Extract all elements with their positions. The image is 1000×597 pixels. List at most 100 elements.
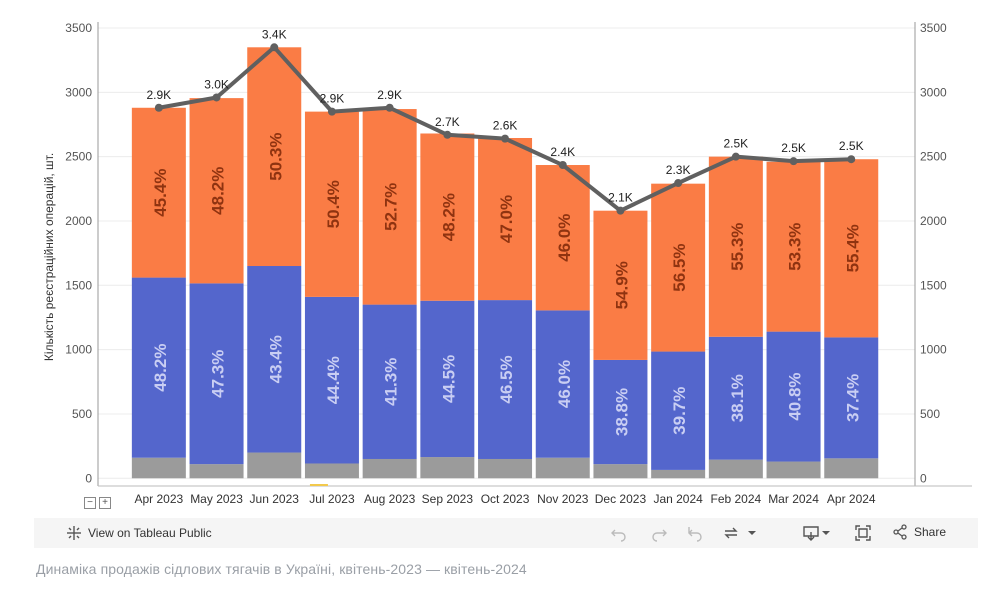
total-point [443,130,452,139]
bar-segment-blue [766,331,821,462]
redo-icon[interactable] [650,524,668,542]
total-label: 2.9K [377,88,402,102]
total-point [731,152,740,161]
view-on-tableau-link[interactable]: View on Tableau Public [66,525,212,541]
blue-percent-label: 38.8% [612,388,631,436]
blue-percent-label: 43.4% [266,335,285,383]
blue-percent-label: 46.5% [497,355,516,403]
bar-segment-gray [420,457,475,479]
y-tick-label-right: 2500 [920,150,947,164]
chevron-down-icon[interactable] [746,524,758,542]
bar-segment-blue [131,277,186,458]
total-label: 2.1K [608,191,633,205]
orange-percent-label: 47.0% [497,195,516,243]
bar-segment-orange [708,156,763,337]
blue-percent-label: 48.2% [151,344,170,392]
bar-segment-orange [478,137,533,301]
bar-segment-gray [766,461,821,479]
bar-segment-orange [304,111,359,297]
y-tick-label-right: 2000 [920,214,947,228]
bar-segment-gray [593,464,648,479]
chart: 0 0 500 500 1000 1000 1500 1500 2000 2000 2500 2500… [42,21,972,506]
y-tick-label-right: 3000 [920,85,947,99]
bar-segment-blue [708,336,763,460]
total-point [847,155,856,164]
bar-segment-orange [420,133,475,301]
orange-percent-label: 55.4% [843,224,862,272]
bar-segment-gray [247,452,302,479]
expand-axis-button[interactable]: + [99,497,111,509]
orange-percent-label: 50.4% [324,180,343,228]
y-tick-label-right: 3500 [920,21,947,35]
blue-percent-label: 38.1% [728,374,747,422]
refresh-icon[interactable] [722,524,740,542]
bar-segment-blue [247,266,302,453]
total-point [154,103,163,112]
total-point [674,179,683,188]
total-point [270,43,279,52]
total-point [385,103,394,112]
total-label: 3.0K [204,77,229,91]
bar-segment-orange [535,165,590,311]
blue-percent-label: 44.4% [324,356,343,404]
total-point [789,157,798,166]
y-tick-label-left: 1000 [65,343,92,357]
x-tick-label: Jul 2023 [309,492,355,506]
bar-segment-orange [189,98,244,284]
y-tick-label-right: 500 [920,407,940,421]
y-tick-label-left: 500 [72,407,92,421]
total-point [616,206,625,215]
bar-segment-orange [766,161,821,332]
orange-percent-label: 54.9% [612,261,631,309]
share-button[interactable]: Share [892,524,946,540]
view-on-tableau-label: View on Tableau Public [88,526,212,540]
fullscreen-icon[interactable] [854,524,872,542]
x-tick-label: Sep 2023 [422,492,474,506]
bar-segment-blue [593,359,648,465]
bar-segment-orange [362,109,417,305]
total-point [327,107,336,116]
blue-percent-label: 47.3% [209,350,228,398]
x-tick-label: Apr 2023 [134,492,183,506]
y-tick-label-right: 0 [920,471,927,485]
bar-segment-blue [478,300,533,459]
total-label: 2.5K [724,137,749,151]
tableau-toolbar: View on Tableau Public Share [34,518,978,548]
total-label: 2.5K [839,139,864,153]
undo-icon[interactable] [610,524,628,542]
y-tick-label-left: 1500 [65,278,92,292]
bar-segment-gray [708,459,763,479]
share-label: Share [914,525,947,539]
bar-segment-blue [824,337,879,459]
y-axis-title: Кількість реєстраційних операцій, шт. [42,153,56,361]
bar-segment-blue [362,304,417,459]
blue-percent-label: 39.7% [670,387,689,435]
bar-segment-orange [593,210,648,360]
blue-percent-label: 37.4% [843,374,862,422]
y-tick-label-left: 3000 [65,85,92,99]
orange-percent-label: 56.5% [670,244,689,292]
orange-percent-label: 45.4% [151,169,170,217]
share-icon [893,524,907,540]
revert-icon[interactable] [686,524,704,542]
total-label: 2.5K [781,141,806,155]
download-icon[interactable] [802,524,820,542]
chevron-down-icon[interactable] [820,524,832,542]
total-label: 2.9K [320,92,345,106]
y-tick-label-right: 1000 [920,343,947,357]
bar-segment-orange [131,107,186,278]
bar-segment-gray [478,458,533,479]
x-tick-label: Jun 2023 [250,492,300,506]
y-tick-label-left: 3500 [65,21,92,35]
bar-segment-gray [189,464,244,479]
chart-caption: Динаміка продажів сідлових тягачів в Укр… [36,561,527,577]
bar-segment-blue [420,300,475,458]
x-tick-label: Feb 2024 [710,492,761,506]
x-tick-label: May 2023 [190,492,243,506]
x-tick-label: Oct 2023 [481,492,530,506]
total-label: 3.4K [262,27,287,41]
bar-segment-blue [651,351,706,470]
orange-percent-label: 53.3% [786,223,805,271]
orange-percent-label: 46.0% [555,214,574,262]
collapse-axis-button[interactable]: − [84,497,96,509]
